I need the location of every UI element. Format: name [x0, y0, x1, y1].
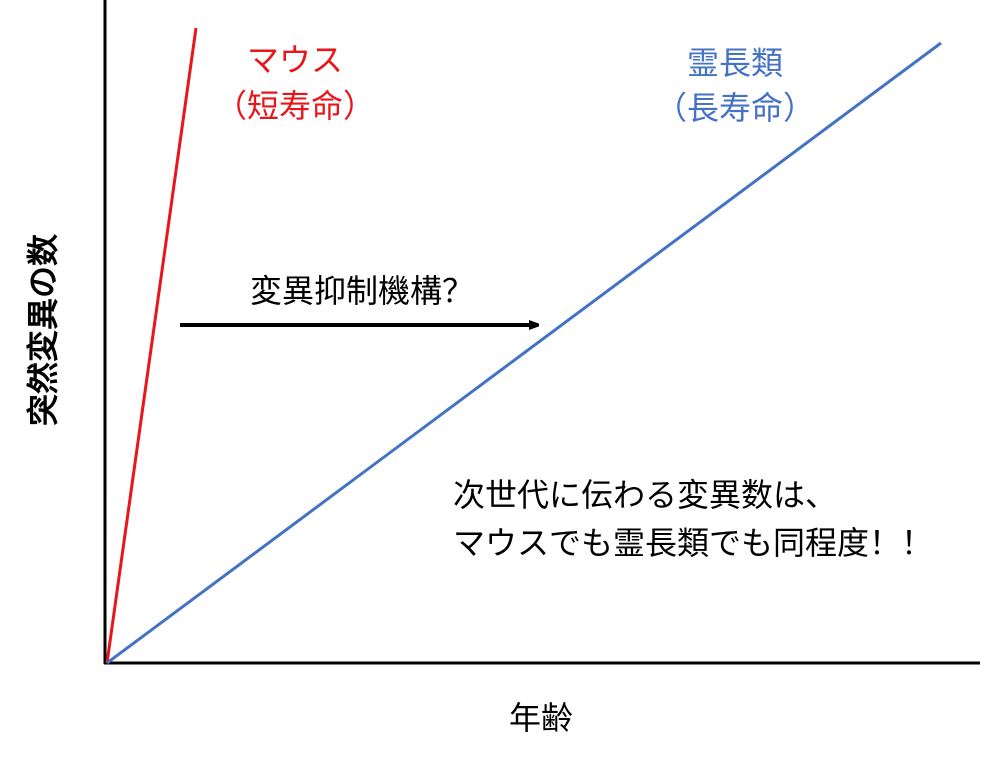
line-label: （長寿命）: [655, 89, 815, 127]
note: マウスでも霊長類でも同程度！！: [453, 524, 933, 562]
arrow-label: 変異抑制機構？: [250, 272, 474, 310]
line-label: マウス: [247, 41, 343, 79]
note: 次世代に伝わる変異数は、: [453, 476, 837, 514]
x-axis-label: 年齢: [509, 699, 573, 737]
mouse-line: [105, 27, 198, 664]
line-label: 霊長類: [687, 44, 783, 82]
primate-line: [106, 41, 942, 665]
y-axis-label: 突然変異の数: [24, 233, 62, 426]
line-label: （短寿命）: [215, 87, 375, 125]
